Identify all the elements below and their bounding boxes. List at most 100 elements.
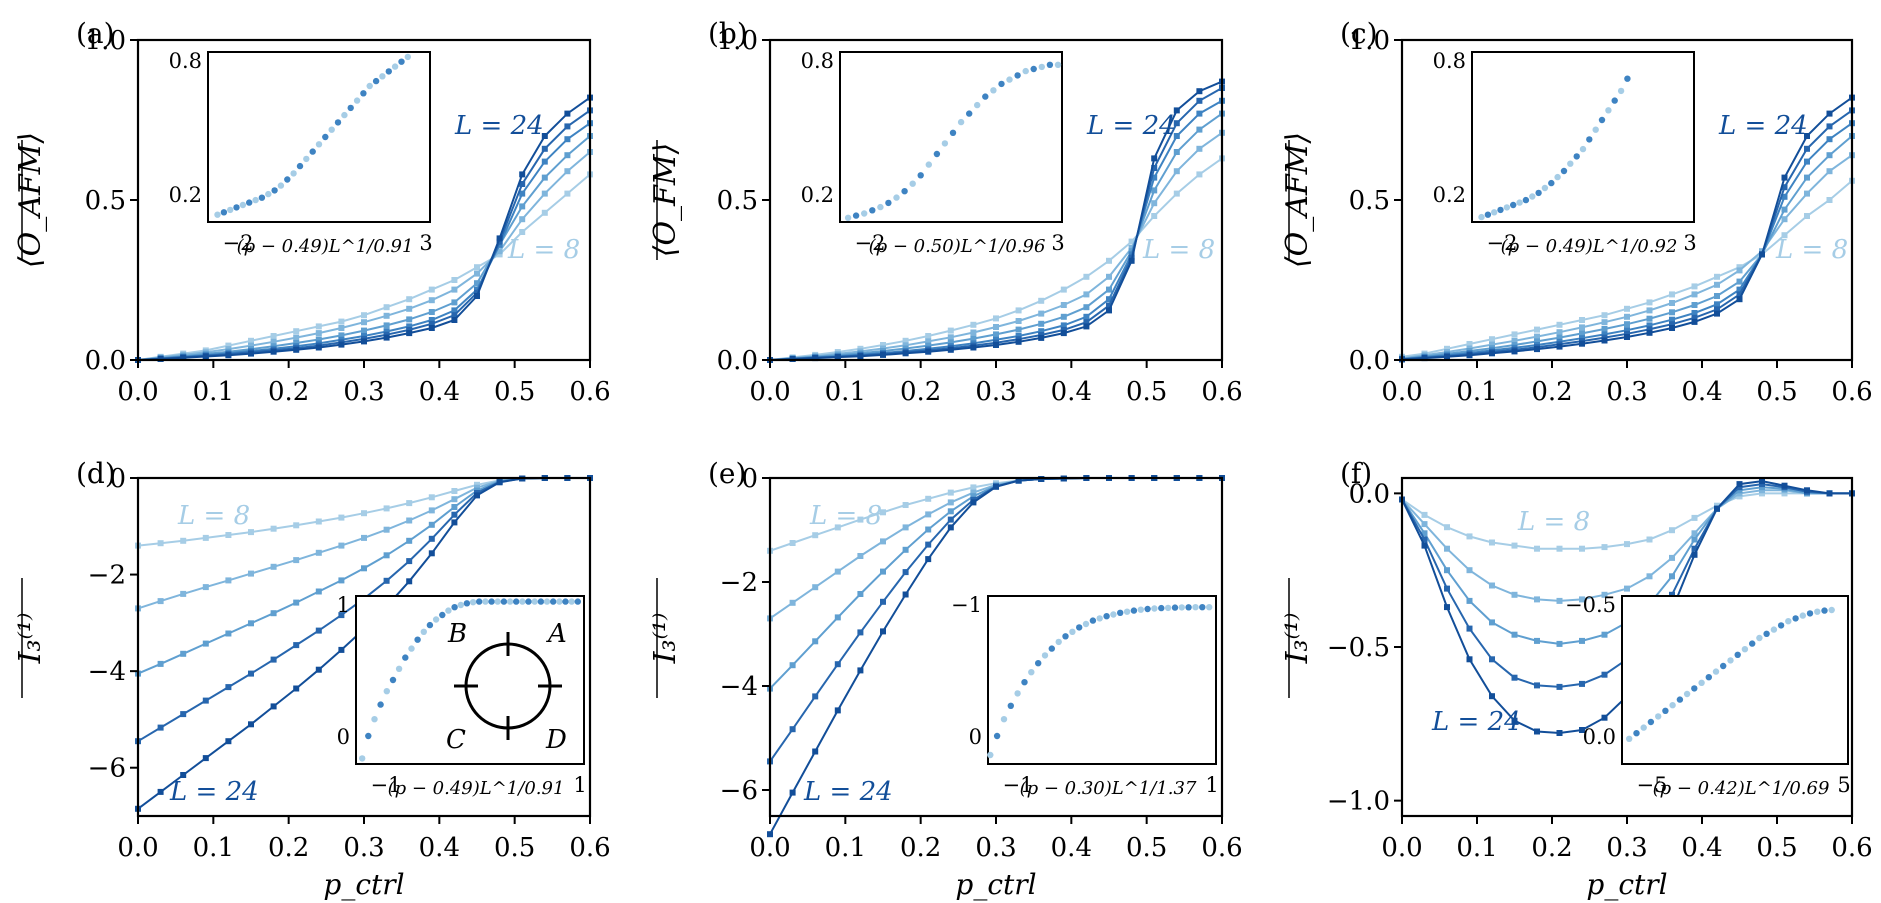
data-point	[1826, 110, 1833, 117]
data-point	[1691, 283, 1698, 290]
inset-point	[1117, 609, 1124, 616]
data-point	[1128, 245, 1135, 251]
data-point	[225, 577, 232, 584]
data-point	[428, 317, 435, 323]
inset-x-tick-label: 3	[1683, 231, 1696, 255]
data-point	[812, 355, 819, 362]
data-point	[1624, 585, 1630, 592]
data-point	[428, 320, 435, 327]
data-point	[1083, 291, 1090, 298]
data-point	[1601, 591, 1608, 598]
data-point	[1015, 338, 1022, 345]
inset-point	[1144, 605, 1151, 613]
data-point	[293, 685, 300, 692]
data-point	[519, 216, 526, 223]
inset-point	[220, 209, 228, 216]
data-point	[1128, 238, 1135, 245]
data-point	[1759, 490, 1765, 497]
legend-label-top: L = 24	[1086, 111, 1176, 141]
inset-point	[1541, 184, 1549, 192]
inset-point	[1103, 613, 1110, 620]
data-point	[270, 525, 277, 532]
inset-point	[1579, 145, 1587, 153]
x-tick-label: 0.4	[1681, 833, 1722, 863]
data-point	[1015, 326, 1022, 333]
data-point	[1421, 542, 1428, 549]
data-point	[428, 494, 435, 501]
y-axis-label: ⟨O_FM⟩	[648, 143, 683, 258]
data-point	[1489, 656, 1495, 663]
data-point	[1804, 145, 1810, 152]
y-tick-label: −2	[88, 561, 126, 591]
inset-point	[252, 196, 259, 204]
data-point	[1759, 484, 1765, 491]
inset-point	[296, 162, 304, 170]
inset-point	[933, 150, 941, 158]
data-point	[1826, 152, 1833, 159]
inset-point	[1192, 604, 1199, 611]
data-point	[1038, 297, 1045, 304]
inset-point	[550, 598, 557, 605]
data-point	[1646, 326, 1653, 333]
legend-label-bottom: L = 8	[507, 235, 580, 265]
data-point	[248, 529, 254, 536]
data-point	[1736, 278, 1743, 285]
data-point	[1736, 296, 1743, 303]
x-tick-label: 0.2	[268, 833, 309, 863]
data-point	[1534, 338, 1540, 345]
data-point	[315, 323, 322, 330]
data-point	[270, 338, 277, 345]
data-point	[564, 110, 571, 117]
inset-point	[359, 755, 366, 762]
inset-point	[426, 621, 434, 629]
inset-x-tick-label: −2	[223, 231, 254, 255]
inset-point	[1814, 608, 1821, 615]
inset-a: −2 3 0.2 0.8 (p − 0.49)L^1/0.91	[169, 49, 433, 257]
data-point	[1579, 324, 1585, 331]
inset-point	[1022, 67, 1029, 75]
data-point	[406, 323, 413, 330]
data-point	[1759, 251, 1765, 258]
inset-point	[1727, 657, 1734, 664]
inset-point	[315, 141, 323, 148]
data-point	[1669, 300, 1675, 306]
inset-point	[439, 611, 446, 619]
x-tick-label: 0.1	[1456, 833, 1497, 863]
inset-point	[353, 97, 361, 104]
data-point	[1759, 478, 1765, 485]
data-point	[338, 325, 345, 331]
x-tick-label: 0.5	[1756, 833, 1797, 863]
data-point	[1173, 133, 1180, 139]
data-point	[406, 517, 413, 524]
data-point	[338, 341, 345, 348]
data-point	[1624, 327, 1630, 334]
data-point	[1556, 334, 1563, 341]
data-point	[315, 336, 322, 343]
legend-label-bottom: L = 8	[1142, 235, 1215, 265]
inset-point	[1662, 707, 1669, 714]
data-point	[925, 333, 932, 339]
data-point	[1173, 190, 1180, 197]
panel-d: (d) 0.0 0.1 0.2 0.3 0.4 0.5 0.6 0 −2 −4 −6 I₃⁽¹⁾ p_ct…	[13, 457, 611, 901]
data-point	[1669, 554, 1675, 561]
data-point	[1579, 340, 1585, 347]
y-axis-label: ⟨O_AFM⟩	[1280, 132, 1315, 268]
data-point	[428, 309, 435, 315]
inset-point	[1478, 213, 1485, 221]
inset-point	[1712, 668, 1720, 675]
inset-point	[1164, 604, 1172, 612]
x-axis-label: p_ctrl	[323, 868, 404, 901]
inset-point	[844, 214, 852, 221]
inset-point	[1021, 679, 1028, 686]
data-point	[789, 726, 796, 733]
data-point	[789, 540, 796, 546]
data-point	[1106, 307, 1112, 314]
inset-point	[1137, 606, 1145, 613]
data-point	[1083, 304, 1090, 311]
data-point	[361, 327, 367, 334]
data-point	[451, 317, 458, 323]
data-point	[970, 493, 977, 500]
data-point	[293, 346, 300, 353]
inset-point	[500, 598, 508, 605]
data-point	[1511, 331, 1518, 338]
